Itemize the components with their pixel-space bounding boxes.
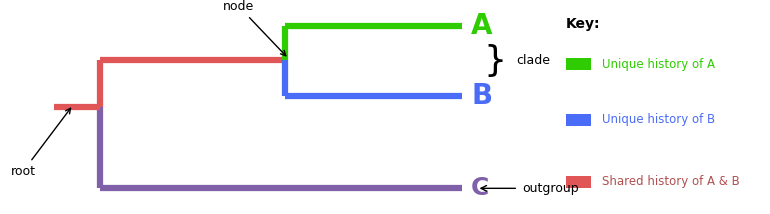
FancyBboxPatch shape <box>566 58 591 70</box>
FancyBboxPatch shape <box>566 176 591 188</box>
Text: Unique history of A: Unique history of A <box>602 58 715 71</box>
Text: Unique history of B: Unique history of B <box>602 113 715 126</box>
Text: C: C <box>471 176 490 200</box>
Text: root: root <box>11 108 71 178</box>
Text: }: } <box>484 44 507 78</box>
FancyBboxPatch shape <box>566 114 591 126</box>
Text: outgroup: outgroup <box>522 182 579 195</box>
Text: node: node <box>223 0 286 56</box>
Text: Shared history of A & B: Shared history of A & B <box>602 175 740 188</box>
Text: A: A <box>471 12 493 40</box>
Text: Key:: Key: <box>566 17 601 31</box>
Text: B: B <box>471 82 492 110</box>
Text: clade: clade <box>516 55 550 67</box>
